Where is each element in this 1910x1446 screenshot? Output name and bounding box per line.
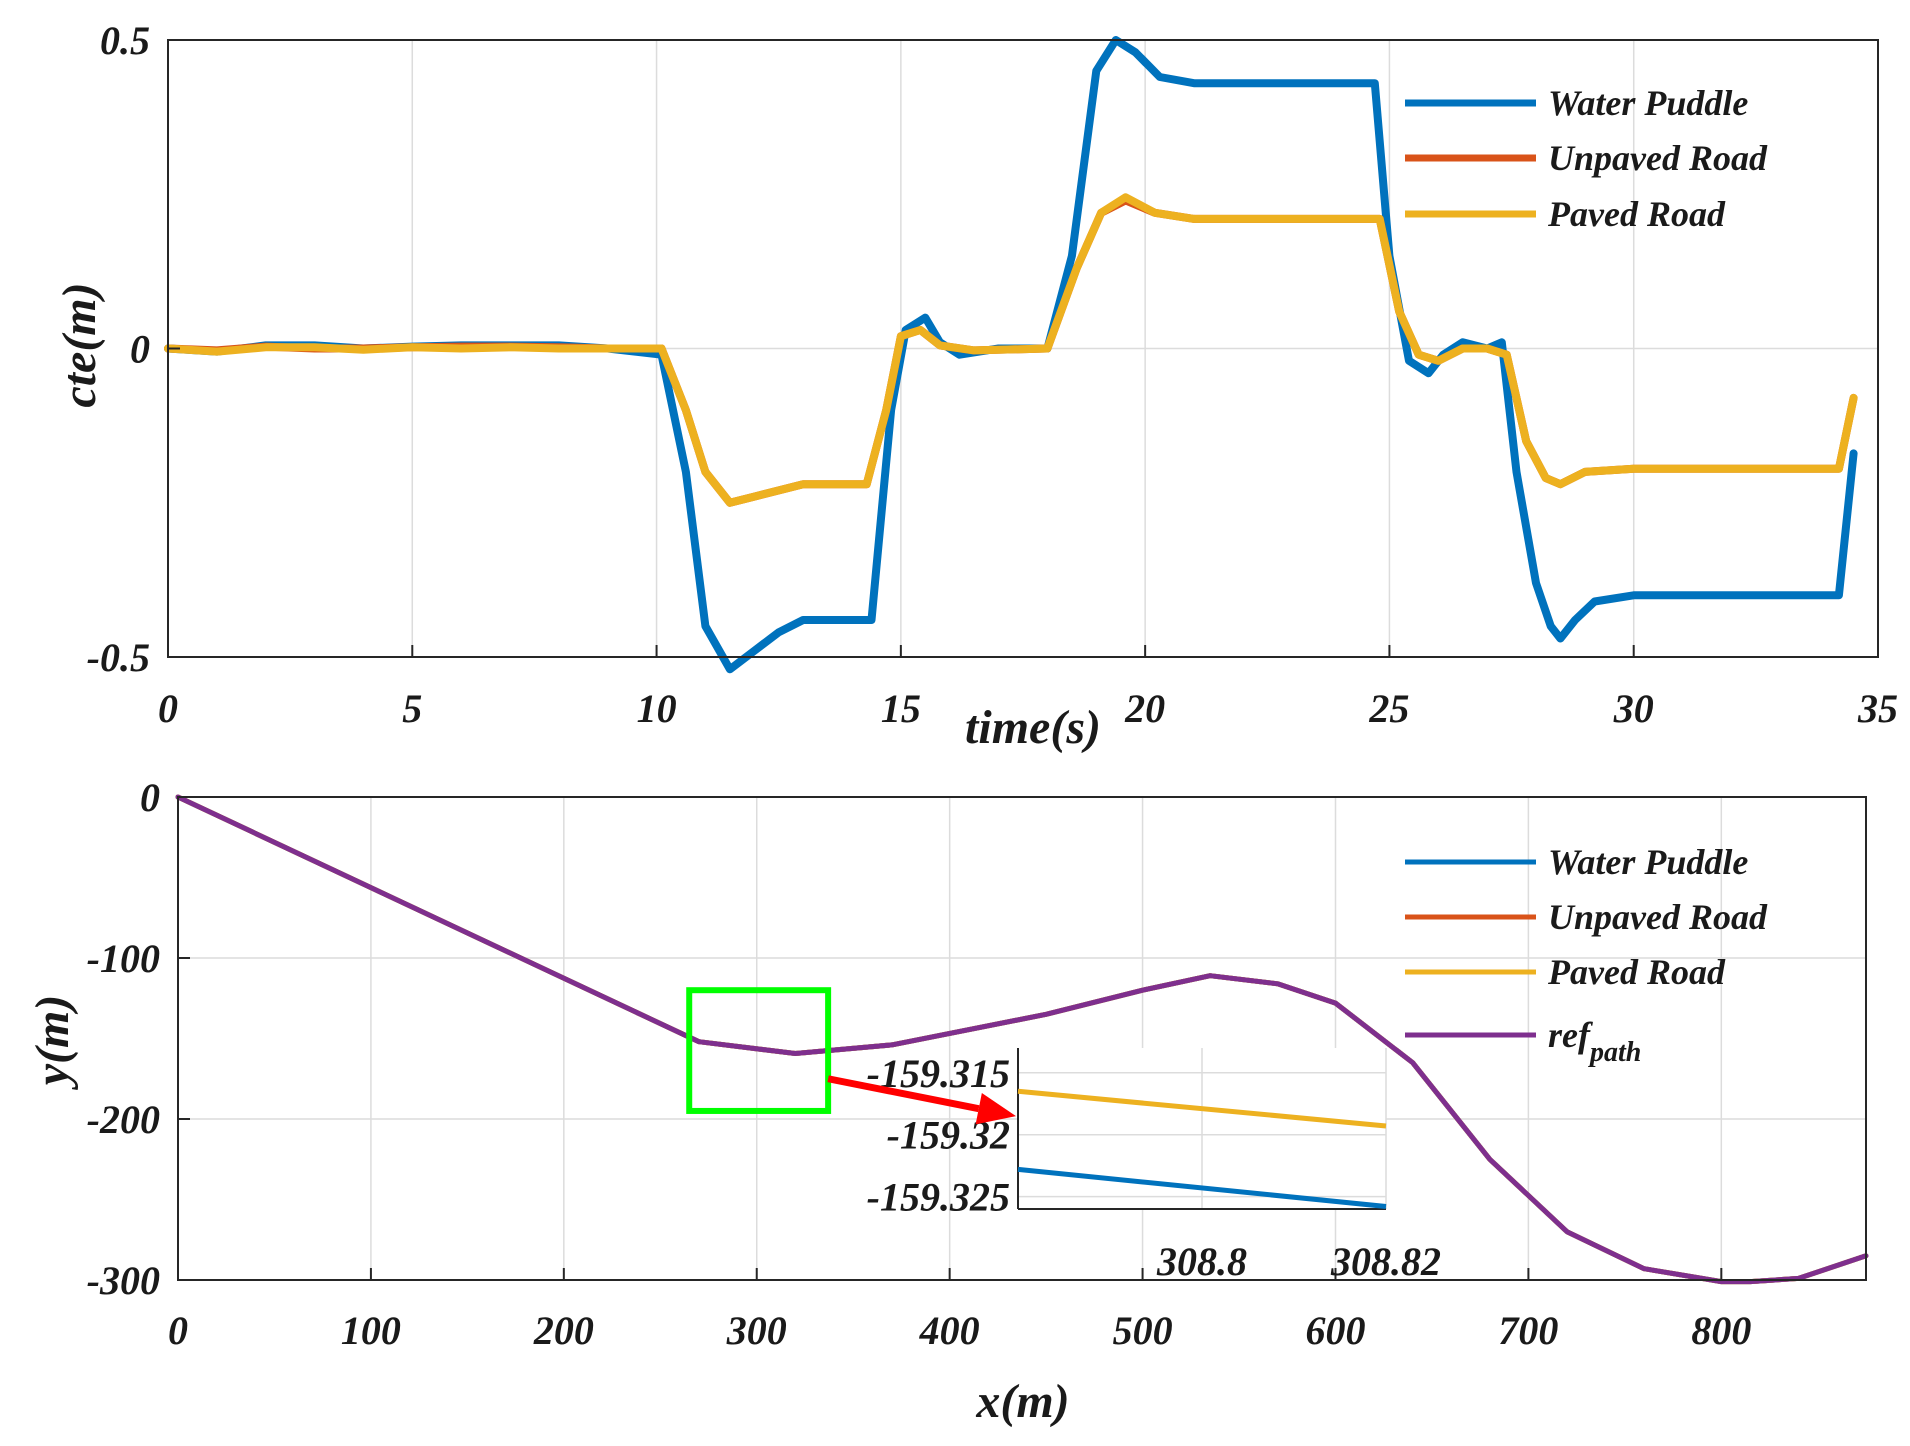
path-chart-y-axis-label: y(m) [26, 995, 79, 1091]
path-x-tick-300: 300 [726, 1308, 787, 1353]
inset-series-paved-road [1017, 1088, 1387, 1129]
inset-x-tick-308-82: 308.82 [1330, 1239, 1441, 1284]
cte-chart-ticks: 0 5 10 15 20 25 30 35-0.500.5 [87, 18, 1898, 731]
zoom-inset: 308.8 308.82-159.325-159.32-159.315 [867, 1048, 1441, 1284]
path-legend-label-paved-road: Paved Road [1547, 952, 1726, 992]
cte-legend-label-unpaved-road: Unpaved Road [1548, 138, 1768, 178]
cte-x-tick-10: 10 [637, 686, 677, 731]
cte-x-tick-30: 30 [1613, 686, 1654, 731]
cte-x-tick-5: 5 [402, 686, 422, 731]
cte-chart: 0 5 10 15 20 25 30 35-0.500.5 time(s) cte(m) Wa… [53, 18, 1898, 754]
inset-series-water-puddle [1017, 1166, 1387, 1209]
cte-y-tick-0: 0 [130, 327, 150, 372]
path-x-tick-600: 600 [1305, 1308, 1365, 1353]
cte-x-tick-20: 20 [1124, 686, 1165, 731]
path-legend-label-unpaved-road: Unpaved Road [1548, 897, 1768, 937]
path-chart-series [175, 794, 1869, 1285]
zoom-region-box [686, 987, 832, 1114]
cte-series-paved-road [164, 193, 1858, 507]
cte-legend-label-paved-road: Paved Road [1547, 194, 1726, 234]
cte-x-tick-35: 35 [1857, 686, 1898, 731]
path-legend-subscript: path [1588, 1037, 1641, 1068]
path-legend-label-water-puddle: Water Puddle [1548, 842, 1748, 882]
zoom-inset-grid [1017, 1048, 1387, 1210]
path-y-tick-0: 0 [140, 775, 160, 820]
inset-x-tick-308-8: 308.8 [1156, 1239, 1247, 1284]
path-series-ref [175, 794, 1869, 1285]
zoom-arrow [827, 1075, 1016, 1125]
path-y-tick-100: -100 [87, 936, 160, 981]
zoom-arrow-shaft [827, 1075, 980, 1113]
path-chart: 0 100 200 300 400 500 600 700 800 -300 -200 -100 0 x… [26, 775, 1869, 1428]
cte-x-tick-0: 0 [158, 686, 178, 731]
path-x-tick-0: 0 [168, 1308, 188, 1353]
path-x-tick-100: 100 [341, 1308, 401, 1353]
cte-chart-legend: Water Puddle Unpaved Road Paved Road [1405, 83, 1768, 234]
cte-legend-label-water-puddle: Water Puddle [1548, 83, 1748, 123]
path-y-tick-300: -300 [87, 1258, 160, 1303]
path-chart-axes-frame [177, 796, 1867, 1281]
path-x-tick-400: 400 [919, 1308, 980, 1353]
path-x-tick-500: 500 [1113, 1308, 1173, 1353]
cte-chart-series [164, 36, 1858, 674]
cte-x-tick-25: 25 [1368, 686, 1409, 731]
cte-chart-x-axis-label: time(s) [965, 701, 1101, 754]
path-chart-x-axis-label: x(m) [975, 1375, 1069, 1428]
path-chart-ticks: 0 100 200 300 400 500 600 700 800 -300 -200 -100 0 [87, 775, 1752, 1353]
cte-y-tick-0-5: -0.5 [87, 635, 150, 680]
cte-x-tick-15: 15 [881, 686, 921, 731]
zoom-inset-series [1017, 1088, 1387, 1209]
inset-y-tick-159-325: -159.325 [867, 1175, 1010, 1220]
cte-chart-y-axis-label: cte(m) [53, 282, 106, 407]
path-x-tick-200: 200 [533, 1308, 594, 1353]
path-x-tick-800: 800 [1691, 1308, 1751, 1353]
cte-y-tick-0-5: 0.5 [100, 18, 150, 63]
path-x-tick-700: 700 [1498, 1308, 1558, 1353]
path-y-tick-200: -200 [87, 1097, 160, 1142]
zoom-arrow-head [975, 1093, 1016, 1125]
